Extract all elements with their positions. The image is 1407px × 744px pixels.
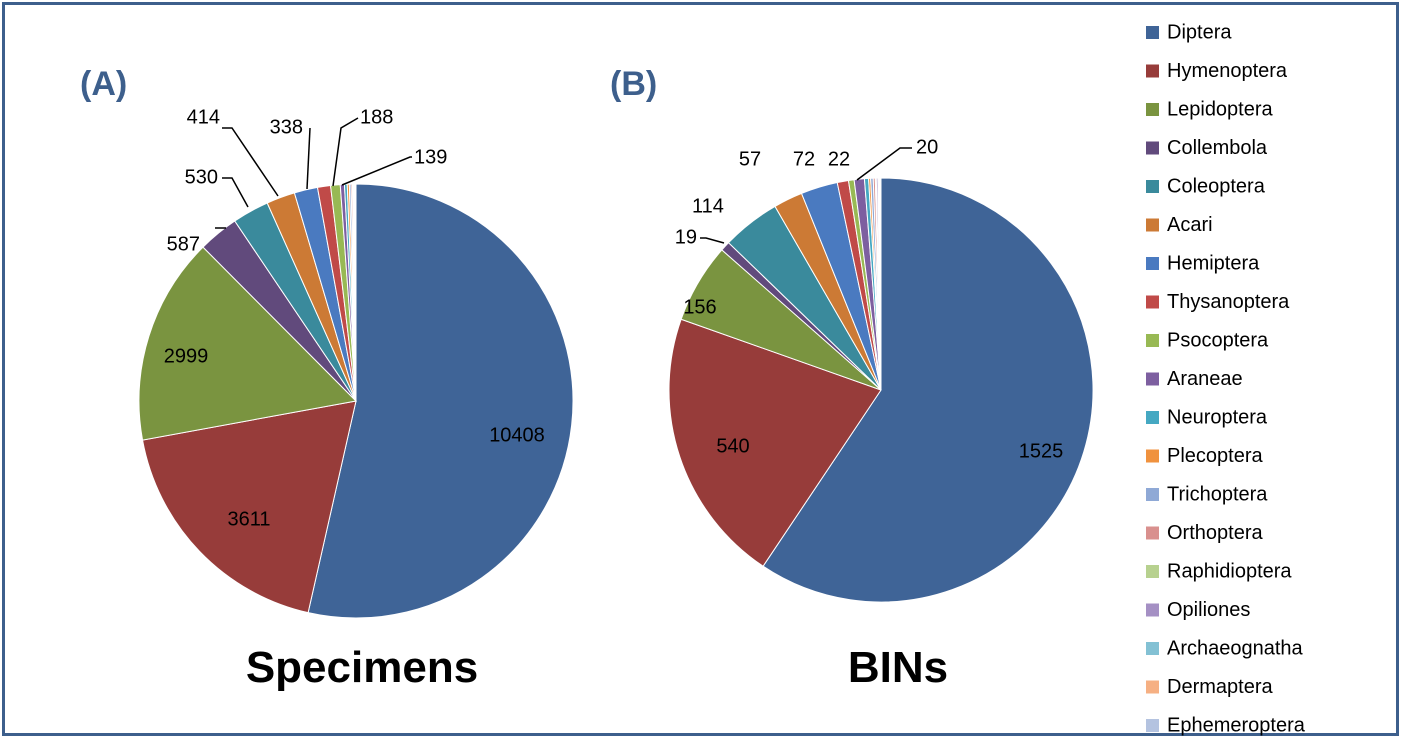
data-label-thysanoptera: 22 — [828, 148, 850, 170]
legend-item-orthoptera: Orthoptera — [1146, 522, 1263, 544]
chart-title-bins: BINs — [848, 643, 948, 692]
legend-label: Opiliones — [1167, 599, 1250, 621]
pie-chart-specimens: 10408 3611 2999 587 530 414 338 188 139 — [138, 106, 574, 619]
legend-swatch — [1146, 257, 1159, 270]
legend-label: Hemiptera — [1167, 252, 1260, 274]
legend-label: Lepidoptera — [1167, 98, 1274, 120]
pie-chart-bins: 1525 540 156 19 114 57 72 22 20 — [668, 136, 1094, 603]
data-label-acari: 57 — [739, 148, 761, 170]
legend-label: Diptera — [1167, 21, 1232, 43]
legend-item-dermaptera: Dermaptera — [1146, 676, 1273, 698]
legend-item-diptera: Diptera — [1146, 21, 1232, 43]
leader-line-collembola — [700, 237, 725, 244]
legend-swatch — [1146, 295, 1159, 309]
data-label-hymenoptera: 540 — [716, 435, 749, 457]
legend-swatch — [1146, 488, 1159, 501]
legend-swatch — [1146, 180, 1159, 193]
data-label-coleoptera: 114 — [692, 195, 724, 217]
legend-label: Coleoptera — [1167, 175, 1266, 197]
chart-title-specimens: Specimens — [246, 643, 478, 692]
data-label-hemiptera: 72 — [793, 148, 815, 170]
legend-item-collembola: Collembola — [1146, 137, 1268, 159]
panel-label-b: (B) — [610, 65, 657, 103]
legend-label: Orthoptera — [1167, 522, 1263, 544]
data-label-hymenoptera: 3611 — [227, 508, 270, 530]
legend-label: Thysanoptera — [1167, 291, 1290, 313]
data-label-collembola: 587 — [167, 233, 200, 255]
legend-label: Neuroptera — [1167, 406, 1268, 428]
legend-label: Raphidioptera — [1167, 560, 1292, 582]
legend-swatch — [1146, 103, 1159, 116]
data-label-psocoptera: 139 — [414, 146, 447, 168]
legend-swatch — [1146, 526, 1159, 540]
legend-item-hemiptera: Hemiptera — [1146, 252, 1260, 274]
legend-swatch — [1146, 680, 1159, 694]
legend-swatch — [1146, 565, 1159, 578]
legend-item-plecoptera: Plecoptera — [1146, 445, 1263, 467]
leader-line-araneae — [341, 156, 412, 186]
data-label-lepidoptera: 156 — [683, 296, 716, 318]
legend-label: Psocoptera — [1167, 329, 1269, 351]
data-label-diptera: 10408 — [489, 424, 545, 446]
pie-slice-diptera — [307, 183, 574, 619]
legend-item-raphidioptera: Raphidioptera — [1146, 560, 1292, 582]
leader-line-hemiptera — [222, 127, 279, 197]
legend-item-acari: Acari — [1146, 214, 1213, 236]
leader-line-thysanoptera — [306, 127, 311, 190]
data-label-araneae: 20 — [916, 136, 938, 158]
data-label-collembola: 19 — [675, 226, 697, 248]
legend-label: Archaeognatha — [1167, 637, 1304, 659]
legend-item-ephemeroptera: Ephemeroptera — [1146, 714, 1306, 736]
legend-swatch — [1146, 218, 1159, 232]
legend-item-trichoptera: Trichoptera — [1146, 483, 1268, 505]
legend-item-lepidoptera: Lepidoptera — [1146, 98, 1274, 120]
leader-line-araneae — [856, 147, 912, 181]
pie-slice-hymenoptera — [141, 400, 357, 614]
legend-swatch — [1146, 719, 1159, 732]
data-label-hemiptera: 338 — [270, 116, 303, 138]
legend: Diptera Hymenoptera Lepidoptera Collembola C… — [1146, 21, 1306, 736]
legend-swatch — [1146, 141, 1159, 155]
legend-swatch — [1146, 334, 1159, 347]
legend-swatch — [1146, 411, 1159, 424]
legend-label: Acari — [1167, 214, 1213, 236]
legend-item-coleoptera: Coleoptera — [1146, 175, 1266, 197]
legend-item-archaeognatha: Archaeognatha — [1146, 637, 1304, 659]
pie-slice-hymenoptera — [668, 318, 882, 567]
pie-slice-lepidoptera — [138, 246, 358, 441]
legend-item-opiliones: Opiliones — [1146, 599, 1250, 621]
legend-item-psocoptera: Psocoptera — [1146, 329, 1269, 351]
legend-item-araneae: Araneae — [1146, 368, 1243, 390]
legend-label: Collembola — [1167, 137, 1268, 159]
legend-swatch — [1146, 603, 1159, 617]
legend-swatch — [1146, 642, 1159, 655]
legend-swatch — [1146, 64, 1159, 78]
data-label-thysanoptera: 188 — [360, 106, 393, 128]
pie-slice-ephemeroptera — [879, 177, 882, 391]
pie-slice-diptera — [762, 177, 1094, 603]
data-label-acari: 414 — [187, 106, 220, 128]
legend-label: Trichoptera — [1167, 483, 1268, 505]
legend-label: Ephemeroptera — [1167, 714, 1306, 736]
legend-swatch — [1146, 449, 1159, 463]
leader-line-coleoptera — [222, 177, 249, 208]
leader-line-psocoptera — [332, 117, 359, 187]
legend-swatch — [1146, 372, 1159, 386]
legend-swatch — [1146, 26, 1159, 39]
panel-label-a: (A) — [80, 65, 127, 103]
legend-label: Dermaptera — [1167, 676, 1273, 698]
legend-label: Plecoptera — [1167, 445, 1263, 467]
legend-item-thysanoptera: Thysanoptera — [1146, 291, 1290, 313]
legend-item-neuroptera: Neuroptera — [1146, 406, 1268, 428]
data-label-diptera: 1525 — [1019, 440, 1064, 462]
data-label-coleoptera: 530 — [185, 166, 218, 188]
legend-label: Hymenoptera — [1167, 60, 1288, 82]
figure-frame — [2, 2, 1399, 736]
legend-item-hymenoptera: Hymenoptera — [1146, 60, 1288, 82]
legend-label: Araneae — [1167, 368, 1243, 390]
data-label-lepidoptera: 2999 — [164, 345, 209, 367]
